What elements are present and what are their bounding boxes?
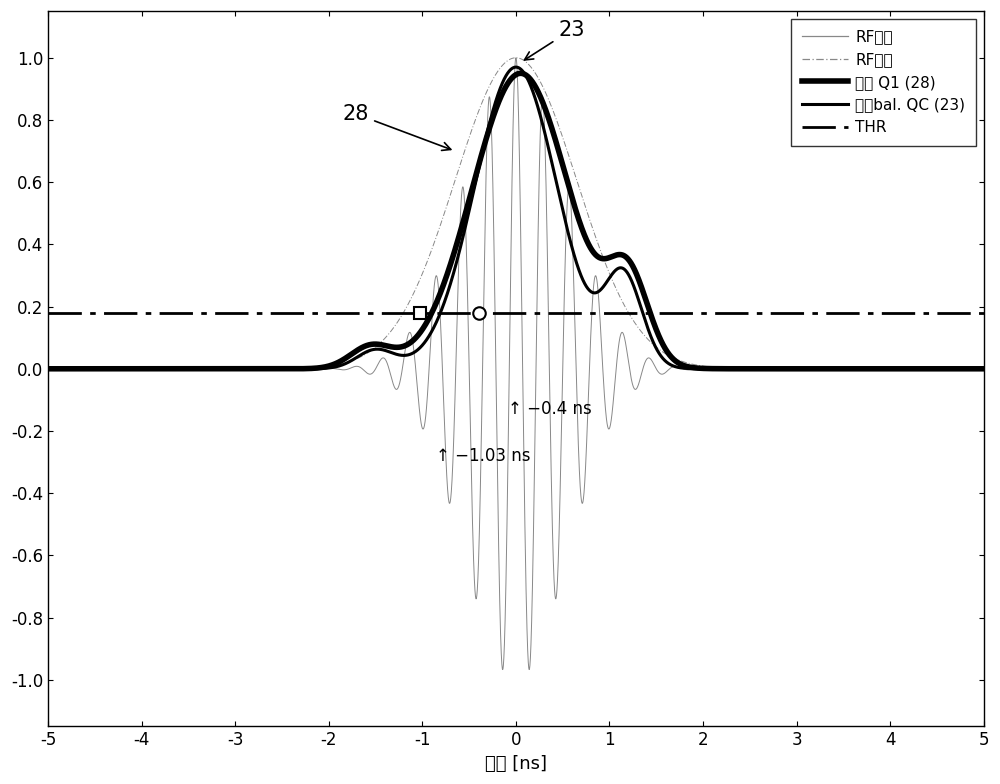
- Text: 28: 28: [343, 104, 451, 151]
- Text: ↑ −1.03 ns: ↑ −1.03 ns: [436, 447, 531, 465]
- Text: ↑ −0.4 ns: ↑ −0.4 ns: [508, 400, 592, 418]
- Text: 23: 23: [525, 20, 585, 60]
- Legend: RF脉冲, RF包络, 输出 Q1 (28), 输出bal. QC (23), THR: RF脉冲, RF包络, 输出 Q1 (28), 输出bal. QC (23), …: [791, 19, 976, 146]
- X-axis label: 时间 [ns]: 时间 [ns]: [485, 755, 547, 773]
